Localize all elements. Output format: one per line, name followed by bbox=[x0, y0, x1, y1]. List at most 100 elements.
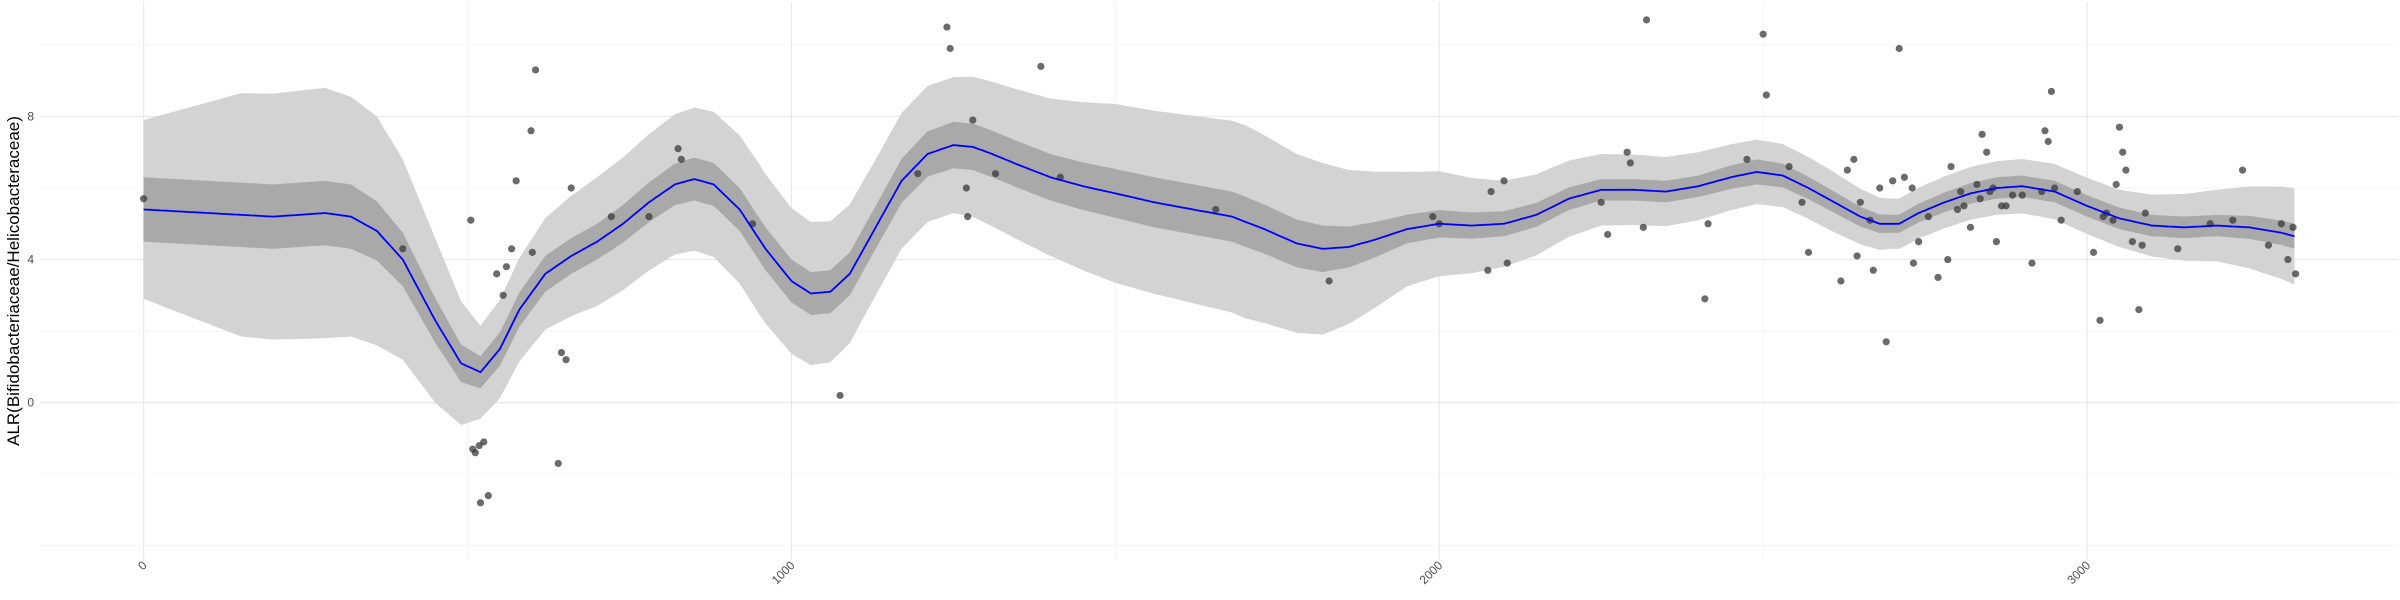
data-point bbox=[1909, 259, 1918, 267]
data-point bbox=[1843, 166, 1851, 174]
data-point bbox=[140, 195, 148, 203]
data-point bbox=[1762, 91, 1770, 99]
data-point bbox=[677, 155, 685, 163]
data-point bbox=[1924, 213, 1932, 221]
data-point bbox=[1597, 198, 1605, 206]
data-point bbox=[502, 263, 511, 271]
data-point bbox=[1487, 187, 1495, 196]
data-point bbox=[1639, 223, 1647, 231]
data-point bbox=[914, 170, 922, 178]
data-point bbox=[1983, 148, 1991, 156]
data-point bbox=[1900, 173, 1908, 181]
y-axis-title: ALR(Bifidobacteriaceae/Helicobacteraceae… bbox=[4, 116, 23, 446]
data-point bbox=[567, 184, 575, 192]
data-point bbox=[2122, 166, 2130, 174]
data-point bbox=[2264, 241, 2273, 249]
data-point bbox=[2138, 241, 2146, 249]
data-point bbox=[1804, 248, 1813, 256]
data-point bbox=[2041, 127, 2049, 135]
data-point bbox=[1976, 195, 1984, 203]
data-point bbox=[1850, 155, 1858, 163]
data-point bbox=[1785, 162, 1793, 171]
data-point bbox=[512, 177, 520, 185]
data-point bbox=[946, 44, 954, 53]
data-point bbox=[527, 127, 535, 135]
data-point bbox=[2096, 316, 2104, 324]
data-point bbox=[2141, 209, 2149, 217]
data-point bbox=[2119, 148, 2127, 156]
data-point bbox=[607, 213, 615, 221]
data-point bbox=[531, 66, 540, 74]
data-point bbox=[2292, 270, 2300, 278]
data-point bbox=[554, 459, 562, 468]
data-point bbox=[2174, 245, 2182, 253]
data-point bbox=[480, 438, 488, 446]
data-points bbox=[140, 16, 2300, 507]
data-point bbox=[2115, 123, 2124, 131]
data-point bbox=[1934, 273, 1942, 282]
data-point bbox=[1957, 187, 1965, 196]
data-point bbox=[1978, 130, 1986, 138]
data-point bbox=[2128, 238, 2137, 246]
data-point bbox=[969, 116, 977, 124]
data-point bbox=[2289, 223, 2297, 231]
data-point bbox=[2044, 137, 2052, 146]
data-point bbox=[508, 245, 516, 253]
data-point bbox=[1798, 198, 1806, 206]
data-point bbox=[1889, 177, 1897, 185]
data-point bbox=[1626, 159, 1634, 167]
data-point bbox=[2238, 166, 2247, 174]
data-point bbox=[1325, 277, 1333, 285]
data-point bbox=[399, 245, 407, 253]
data-point bbox=[1876, 184, 1884, 192]
data-point bbox=[1484, 266, 1492, 274]
data-point bbox=[674, 145, 682, 153]
data-point bbox=[493, 270, 501, 278]
data-point bbox=[1895, 44, 1903, 53]
inner-confidence-band bbox=[143, 121, 2295, 389]
data-point bbox=[1915, 238, 1923, 246]
data-point bbox=[1973, 180, 1981, 189]
data-point bbox=[943, 23, 951, 31]
data-point bbox=[1966, 223, 1975, 231]
data-point bbox=[1960, 202, 1968, 210]
data-point bbox=[1882, 338, 1890, 346]
data-point bbox=[1856, 198, 1864, 206]
data-point bbox=[1701, 295, 1709, 303]
y-tick-label: 4 bbox=[27, 253, 34, 267]
data-point bbox=[1953, 205, 1962, 214]
data-point bbox=[1642, 16, 1651, 24]
data-point bbox=[1604, 230, 1612, 239]
data-point bbox=[1992, 238, 2000, 246]
data-point bbox=[467, 216, 475, 224]
x-tick-label: 2000 bbox=[1417, 558, 1446, 587]
data-point bbox=[2135, 306, 2143, 314]
data-point bbox=[2028, 259, 2036, 267]
data-point bbox=[2002, 202, 2010, 210]
data-point bbox=[471, 449, 479, 457]
data-point bbox=[2277, 220, 2285, 228]
data-point bbox=[2008, 191, 2017, 199]
data-point bbox=[2229, 216, 2237, 224]
data-point bbox=[1037, 62, 1045, 70]
data-point bbox=[1837, 277, 1845, 285]
smooth-trend-line bbox=[143, 144, 2295, 374]
data-point bbox=[1623, 148, 1631, 156]
data-point bbox=[2112, 180, 2120, 189]
data-point bbox=[964, 213, 972, 221]
data-point bbox=[1212, 205, 1220, 214]
x-axis-ticks: 0 1000 2000 3000 bbox=[135, 558, 2093, 587]
data-point bbox=[1500, 177, 1508, 185]
data-point bbox=[557, 348, 566, 357]
data-point bbox=[2109, 216, 2117, 224]
data-point bbox=[1503, 259, 1511, 267]
data-point bbox=[991, 170, 1000, 178]
data-point bbox=[2047, 87, 2056, 96]
x-tick-label: 1000 bbox=[769, 558, 798, 587]
data-point bbox=[1869, 266, 1877, 274]
data-point bbox=[484, 492, 492, 500]
y-axis-ticks: 0 4 8 bbox=[27, 109, 34, 409]
data-point bbox=[2057, 216, 2065, 224]
data-point bbox=[562, 356, 570, 364]
